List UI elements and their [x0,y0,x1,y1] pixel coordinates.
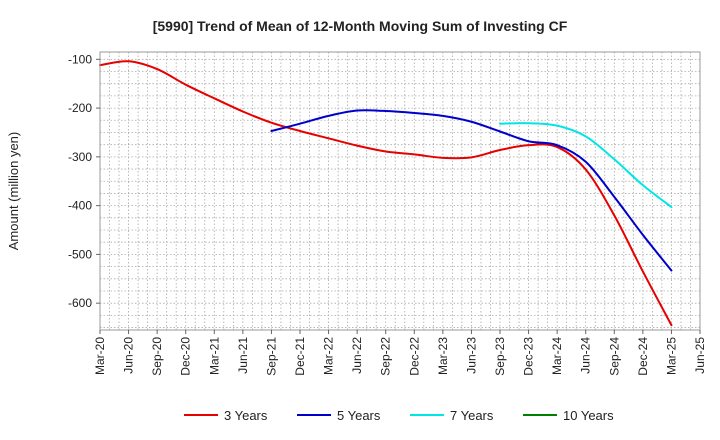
y-tick-label: -200 [68,101,92,115]
y-tick-label: -100 [68,52,92,66]
x-tick-label: Dec-21 [293,337,307,376]
x-tick-label: Dec-23 [522,337,536,376]
legend-label-10-years: 10 Years [563,408,614,423]
series-line-7-years [499,122,673,209]
y-tick-label: -600 [68,296,92,310]
y-tick-label: -300 [68,150,92,164]
y-axis-label: Amount (million yen) [6,132,21,251]
x-tick-label: Sep-20 [150,337,164,376]
y-tick-label: -500 [68,247,92,261]
x-tick-label: Mar-20 [93,337,107,375]
x-tick-label: Jun-25 [693,337,707,374]
x-tick-label: Sep-21 [264,337,278,376]
x-tick-label: Jun-21 [236,337,250,374]
chart-title: [5990] Trend of Mean of 12-Month Moving … [153,18,568,34]
x-tick-label: Mar-24 [550,337,564,375]
x-tick-label: Dec-24 [636,337,650,376]
x-tick-label: Jun-23 [464,337,478,374]
x-tick-label: Mar-25 [664,337,678,375]
x-tick-label: Mar-22 [322,337,336,375]
legend-label-5-years: 5 Years [337,408,381,423]
x-tick-label: Jun-24 [579,337,593,374]
series-line-5-years [270,109,673,272]
x-tick-label: Mar-23 [436,337,450,375]
x-tick-label: Dec-20 [179,337,193,376]
x-tick-label: Dec-22 [407,337,421,376]
x-tick-label: Jun-20 [122,337,136,374]
series-line-3-years [99,60,673,327]
x-tick-label: Mar-21 [207,337,221,375]
x-tick-label: Sep-23 [493,337,507,376]
y-tick-label: -400 [68,199,92,213]
x-tick-label: Jun-22 [350,337,364,374]
x-tick-label: Sep-24 [607,337,621,376]
plot-frame [99,51,701,331]
x-tick-label: Sep-22 [379,337,393,376]
legend-label-3-years: 3 Years [224,408,268,423]
legend-label-7-years: 7 Years [450,408,494,423]
